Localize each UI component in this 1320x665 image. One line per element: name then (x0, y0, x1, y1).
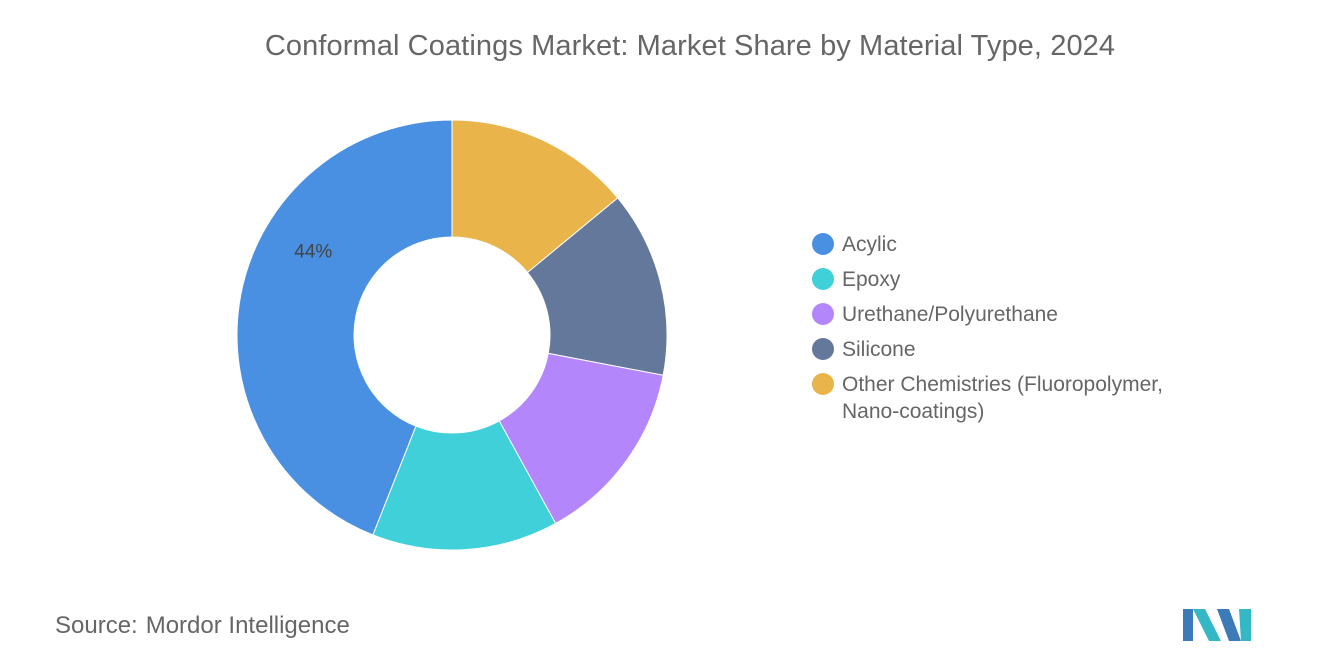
legend-item: Other Chemistries (Fluoropolymer, Nano-c… (812, 371, 1232, 425)
source-note: Source: Mordor Intelligence (55, 612, 350, 640)
logo-shape-mid2 (1217, 609, 1241, 641)
legend-label: Other Chemistries (Fluoropolymer, Nano-c… (842, 373, 1163, 423)
legend-item: Urethane/Polyurethane (812, 301, 1232, 328)
logo-shape-mid (1193, 609, 1221, 641)
slice-urethane-polyurethane (498, 352, 664, 525)
slice-silicone (526, 197, 668, 376)
source-value: Mordor Intelligence (145, 612, 350, 639)
mordor-intelligence-logo (1183, 609, 1251, 641)
slice-other-chemistries-fluoropolymer-nano-coatings (451, 119, 619, 274)
legend-swatch (812, 303, 834, 325)
legend-swatch (812, 268, 834, 290)
legend-label: Acylic (842, 233, 897, 256)
chart-title: Conformal Coatings Market: Market Share … (264, 30, 1116, 62)
source-label: Source: (55, 612, 138, 639)
legend-swatch (812, 338, 834, 360)
legend-label: Urethane/Polyurethane (842, 303, 1058, 326)
legend-swatch (812, 373, 834, 395)
legend-label: Epoxy (842, 268, 901, 291)
logo-shape-left (1183, 609, 1193, 641)
legend-swatch (812, 233, 834, 255)
chart-legend: Acylic Epoxy Urethane/Polyurethane Silicone… (812, 231, 1232, 433)
data-label-acylic: 44% (294, 241, 332, 262)
logo-shape-right (1239, 609, 1251, 641)
legend-item: Epoxy (812, 266, 1232, 293)
legend-item: Acylic (812, 231, 1232, 258)
legend-label: Silicone (842, 338, 916, 361)
legend-item: Silicone (812, 336, 1232, 363)
slice-acylic (236, 119, 453, 536)
slice-epoxy (372, 420, 557, 551)
